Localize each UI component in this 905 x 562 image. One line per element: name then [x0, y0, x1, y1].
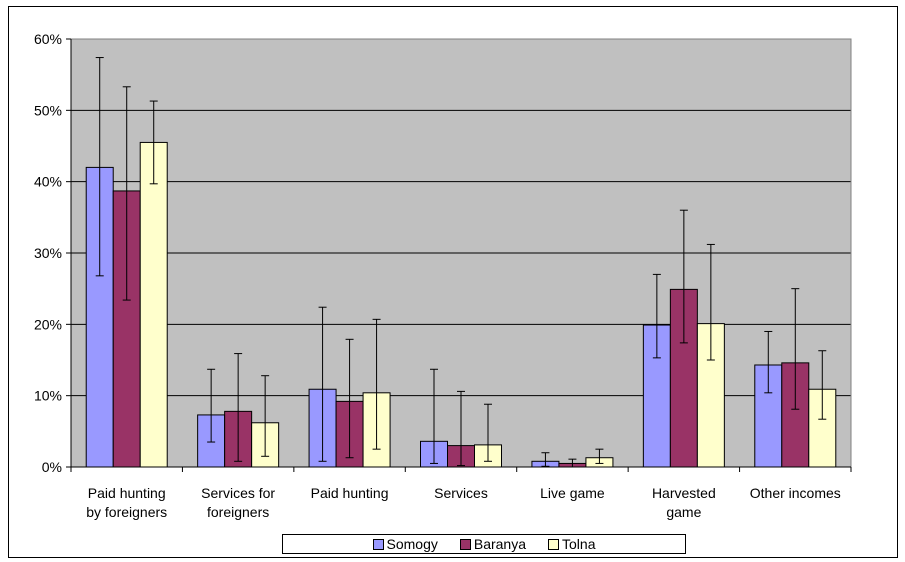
legend-swatch-tolna [548, 538, 560, 550]
category-label: Harvested game [652, 485, 716, 520]
category-label-line: Paid hunting [311, 485, 389, 501]
error-bars [95, 57, 827, 468]
y-tick-label: 0% [42, 459, 62, 475]
legend-swatch-baranya [459, 538, 471, 550]
category-label-line: foreigners [207, 504, 269, 520]
bar-tolna [139, 141, 168, 468]
y-axis: 0% 10% 20% 30% 40% 50% 60% [34, 31, 72, 475]
y-tick-label: 20% [34, 316, 62, 332]
legend-label-somogy: Somogy [386, 536, 438, 552]
legend-item-somogy: Somogy [372, 536, 438, 552]
category-label-line: Services for [201, 485, 275, 501]
y-tick-label: 40% [34, 174, 62, 190]
y-tick-label: 30% [34, 245, 62, 261]
category-label: Services [434, 485, 488, 501]
legend-label-baranya: Baranya [473, 536, 527, 552]
legend-item-tolna: Tolna [548, 536, 595, 552]
category-label-line: game [666, 504, 701, 520]
category-label-line: Other incomes [750, 485, 841, 501]
y-tick-label: 60% [34, 31, 62, 47]
category-label-line: Live game [540, 485, 605, 501]
x-axis: Paid hunting by foreigners Services for for… [70, 466, 852, 520]
legend-swatch-somogy [372, 538, 384, 550]
y-tick-label: 50% [34, 102, 62, 118]
category-label: Other incomes [750, 485, 841, 501]
category-label-line: Paid hunting [88, 485, 166, 501]
y-tick-label: 10% [34, 388, 62, 404]
category-label: Paid hunting by foreigners [86, 485, 167, 520]
category-label-line: Harvested [652, 485, 716, 501]
legend: Somogy Baranya Tolna [282, 534, 686, 554]
category-label-line: by foreigners [86, 504, 167, 520]
category-label-line: Services [434, 485, 488, 501]
category-label: Live game [540, 485, 605, 501]
legend-label-tolna: Tolna [562, 536, 596, 552]
legend-item-baranya: Baranya [459, 536, 527, 552]
category-label: Services for foreigners [201, 485, 275, 520]
category-label: Paid hunting [311, 485, 389, 501]
